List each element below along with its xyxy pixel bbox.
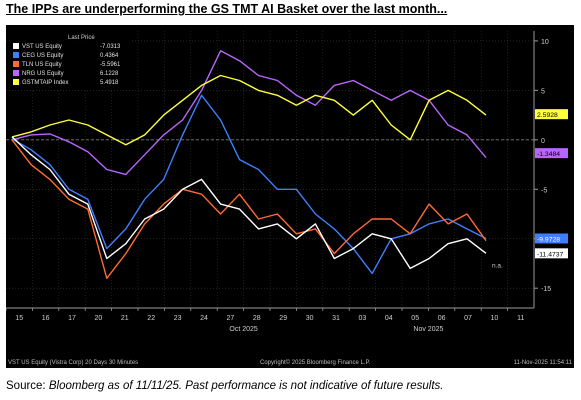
x-tick-label: 30 (306, 315, 314, 322)
x-tick-label: 05 (411, 315, 419, 322)
na-label: n.a. (492, 262, 503, 269)
legend-entry-name: NRG US Equity (22, 71, 64, 77)
x-tick-label: 22 (147, 315, 155, 322)
line-chart: 1050-5-10-151516172021222324272829303103… (6, 31, 573, 366)
page-title: The IPPs are underperforming the GS TMT … (6, 2, 448, 16)
footer-center: Copyright© 2025 Bloomberg Finance L.P. (260, 359, 371, 366)
legend-entry-name: CEG US Equity (22, 53, 63, 59)
x-tick-label: 16 (42, 315, 50, 322)
x-period-label: Oct 2025 (229, 326, 258, 333)
x-tick-label: 15 (15, 315, 23, 322)
x-tick-label: 04 (385, 315, 393, 322)
last-value-tag (535, 248, 568, 259)
legend-entry-value: -7.0313 (100, 44, 121, 50)
last-value-tag-label: -11.4737 (537, 251, 564, 258)
x-tick-label: 23 (174, 315, 182, 322)
x-tick-label: 11 (517, 315, 524, 322)
ceg-series-line (11, 94, 487, 275)
last-value-tag (535, 148, 568, 159)
legend-swatch (13, 43, 19, 49)
legend-entry-value: 0.4364 (100, 53, 119, 59)
source-text: Bloomberg as of 11/11/25. Past performan… (48, 380, 444, 392)
legend-swatch (13, 52, 19, 58)
y-tick-label: 5 (541, 88, 545, 95)
x-tick-label: 24 (200, 315, 208, 322)
footer-right: 11-Nov-2025 11:54:11 (514, 360, 573, 366)
source-prefix: Source: (6, 380, 46, 392)
legend-swatch (13, 79, 19, 85)
last-value-tag (535, 233, 568, 244)
legend-entry-value: -5.5961 (100, 62, 121, 68)
legend-entry-name: VST US Equity (22, 44, 62, 50)
x-tick-label: 03 (359, 315, 367, 322)
x-tick-label: 07 (464, 315, 472, 322)
legend-entry-value: 6.1228 (100, 71, 119, 77)
x-period-label: Nov 2025 (413, 326, 443, 333)
x-tick-label: 29 (279, 315, 287, 322)
footer-left: VST US Equity (Vistra Corp) 20 Days 30 M… (8, 360, 138, 366)
x-tick-label: 06 (438, 315, 446, 322)
legend-box (10, 31, 132, 89)
last-value-tag-label: 2.5928 (537, 112, 558, 119)
legend-entry-value: 5.4918 (100, 80, 119, 86)
last-value-tag-label: -9.9728 (537, 236, 560, 243)
x-tick-label: 27 (227, 315, 235, 322)
x-tick-label: 21 (121, 315, 129, 322)
y-tick-label: -15 (541, 286, 551, 293)
legend-title: Last Price (68, 35, 95, 41)
y-tick-label: -5 (541, 187, 547, 194)
last-value-tag (535, 109, 568, 120)
legend-entry-name: GSTMTAIP Index (22, 80, 68, 86)
vst-series-line (11, 136, 487, 270)
y-tick-label: 0 (541, 138, 545, 145)
y-tick-label: 10 (541, 39, 549, 46)
legend-swatch (13, 61, 19, 67)
x-tick-label: 28 (253, 315, 261, 322)
x-tick-label: 10 (491, 315, 499, 322)
x-tick-label: 17 (68, 315, 76, 322)
x-tick-label: 31 (332, 315, 340, 322)
chart-panel: 1050-5-10-151516172021222324272829303103… (6, 25, 574, 368)
gstmtaip-series-line (11, 74, 487, 146)
nrg-series-line (11, 50, 487, 176)
legend-swatch (13, 70, 19, 76)
x-tick-label: 20 (95, 315, 103, 322)
tln-series-line (11, 139, 487, 280)
source-note: Source: Bloomberg as of 11/11/25. Past p… (6, 380, 443, 392)
legend-entry-name: TLN US Equity (22, 62, 62, 68)
last-value-tag-label: -1.3484 (537, 151, 560, 158)
